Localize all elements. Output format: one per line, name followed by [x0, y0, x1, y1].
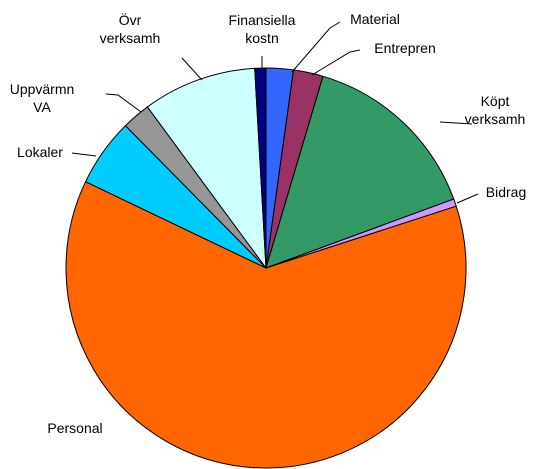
slice-label: Övr verksamh: [99, 12, 161, 46]
slice-label: Uppvärmn VA: [9, 81, 75, 115]
leader-line: [439, 121, 473, 125]
leader-line: [311, 49, 361, 76]
leader-line: [456, 193, 479, 204]
pie-slice: [65, 181, 467, 469]
leader-line: [105, 93, 142, 113]
pie-slice: [254, 67, 267, 269]
slice-label: Entrepren: [374, 40, 436, 56]
pie-slice: [265, 75, 455, 269]
slice-label: Lokaler: [17, 144, 63, 160]
slice-label: Bidrag: [485, 184, 527, 200]
pie-slice: [146, 67, 267, 270]
leader-line: [291, 21, 341, 73]
slice-label: Personal: [47, 420, 103, 436]
slice-label: Material: [350, 11, 400, 27]
leader-line: [181, 57, 203, 81]
slice-label: Köpt verksamh: [464, 93, 526, 127]
slice-label: Finansiella kostn: [228, 12, 296, 46]
leader-line: [71, 152, 97, 157]
